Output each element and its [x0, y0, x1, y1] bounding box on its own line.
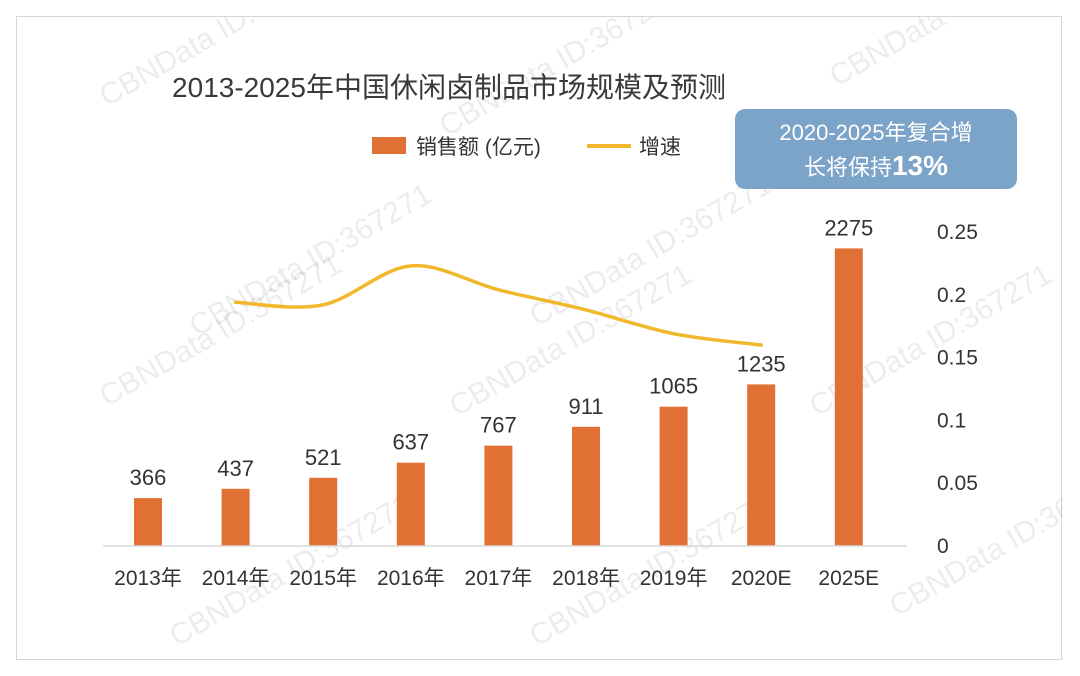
secondary-axis-labels: 0.25 0.2 0.15 0.1 0.05 0	[937, 221, 978, 558]
chart-frame: CBNData ID:367271 CBNData ID:367271 CBNDat…	[16, 16, 1063, 660]
bar	[221, 488, 250, 546]
category-label: 2016年	[377, 567, 445, 590]
secondary-axis-tick-label: 0	[937, 535, 949, 558]
category-label: 2020E	[731, 567, 792, 590]
callout-line-1: 2020-2025年复合增	[779, 120, 972, 145]
secondary-axis-tick-label: 0.1	[937, 409, 966, 432]
bar	[309, 477, 338, 546]
bar	[834, 248, 863, 546]
bar-series	[134, 248, 863, 546]
bar-value-label: 521	[305, 445, 342, 470]
secondary-axis-tick-label: 0.05	[937, 472, 978, 495]
bar-value-label: 1235	[737, 351, 786, 376]
category-label: 2018年	[552, 567, 620, 590]
secondary-axis-tick-label: 0.2	[937, 284, 966, 307]
bar	[134, 498, 162, 546]
category-label: 2015年	[289, 567, 357, 590]
x-axis-labels: 2013年 2014年 2015年 2016年 2017年 2018年 2019年 2020E…	[114, 567, 879, 590]
legend-line-label: 增速	[639, 136, 681, 159]
bar-value-label: 366	[130, 465, 167, 490]
bar-value-label: 2275	[824, 215, 873, 240]
category-label: 2019年	[640, 567, 708, 590]
bar-value-label: 911	[568, 394, 603, 419]
bar	[572, 426, 600, 546]
growth-callout: 2020-2025年复合增 长将保持13%	[735, 109, 1017, 189]
secondary-axis-tick-label: 0.15	[937, 347, 978, 370]
category-label: 2025E	[818, 567, 879, 590]
callout-line-2: 长将保持13%	[804, 150, 948, 181]
category-label: 2014年	[202, 567, 270, 590]
category-label: 2013年	[114, 567, 182, 590]
chart-title: 2013-2025年中国休闲卤制品市场规模及预测	[172, 72, 726, 103]
legend-bar-label: 销售额 (亿元)	[416, 136, 541, 159]
bar-value-label: 437	[217, 456, 254, 481]
legend: 销售额 (亿元) 增速	[372, 136, 681, 159]
callout-line-2-prefix: 长将保持	[804, 155, 892, 180]
callout-background	[735, 109, 1017, 189]
growth-line	[233, 264, 763, 347]
watermark-text: CBNData ID:367271	[824, 17, 1063, 93]
bar	[747, 384, 776, 546]
bar	[484, 445, 513, 546]
legend-bar-swatch	[372, 137, 406, 154]
bar	[396, 462, 425, 546]
bar	[659, 406, 688, 546]
bar-value-label: 637	[392, 430, 429, 455]
secondary-axis-tick-label: 0.25	[937, 221, 978, 244]
category-label: 2017年	[465, 567, 533, 590]
bar-value-labels: 366 437 521 637 767 911 1065 1235 2275	[130, 215, 874, 490]
bar-value-label: 1065	[649, 374, 698, 399]
watermark-text: CBNData ID:367271	[184, 178, 437, 343]
bar-value-label: 767	[480, 413, 517, 438]
callout-highlight: 13%	[892, 150, 948, 181]
chart: CBNData ID:367271 CBNData ID:367271CBNDat…	[94, 17, 1063, 653]
